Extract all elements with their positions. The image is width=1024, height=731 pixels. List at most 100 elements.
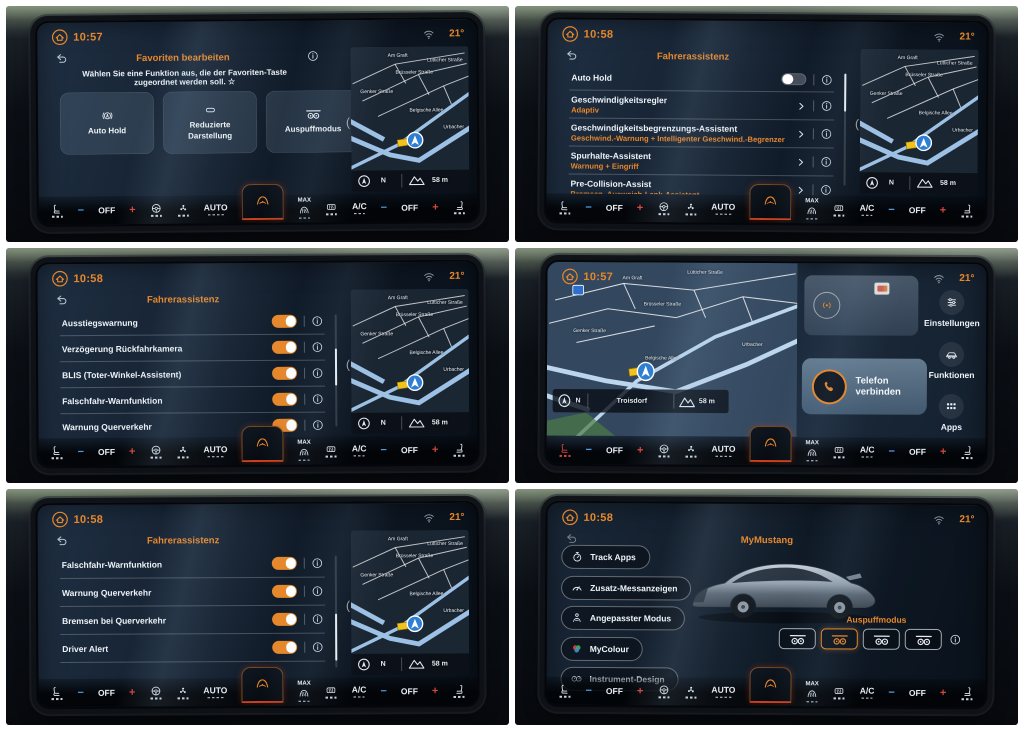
seat-climate-right-button[interactable] [452, 442, 465, 457]
scrollbar[interactable] [334, 314, 338, 426]
seat-climate-right-button[interactable] [960, 444, 973, 459]
rear-defrost-button[interactable] [325, 685, 338, 699]
back-icon[interactable] [564, 49, 578, 61]
list-item-camera-delay[interactable]: Verzögerung Rückfahrkamera [59, 334, 325, 362]
list-item-cross-traffic-brake[interactable]: Bremsen bei Querverkehr [60, 605, 326, 636]
temp-down-button[interactable]: − [77, 686, 84, 699]
temp-up-button[interactable]: + [431, 685, 439, 698]
front-defrost-quick-button[interactable] [241, 425, 284, 462]
mini-map[interactable]: Am Graft Lütticher Straße Brüsseler Stra… [351, 530, 470, 675]
temp-up-button[interactable]: + [432, 201, 439, 214]
temp-down-button[interactable]: − [380, 443, 387, 456]
exhaust-mode-quiet-button[interactable] [778, 628, 816, 650]
info-icon[interactable] [821, 74, 832, 85]
map-drawer-handle[interactable]: ( [345, 356, 351, 371]
track-apps-button[interactable]: Track Apps [561, 545, 650, 570]
info-icon[interactable] [821, 128, 832, 139]
heated-steering-button[interactable] [150, 202, 163, 217]
exhaust-mode-sport-button[interactable] [862, 628, 900, 651]
ac-button[interactable]: A/C [352, 685, 367, 698]
info-icon[interactable] [312, 315, 323, 326]
list-item-cross-traffic[interactable]: Warnung Querverkehr [60, 412, 326, 438]
toggle-on[interactable] [272, 613, 298, 627]
mini-map[interactable]: Am Graft Lütticher Straße Brüsseler Stra… [351, 288, 470, 433]
seat-climate-right-button[interactable] [960, 686, 973, 701]
temp-up-button[interactable]: + [636, 685, 644, 698]
scrollbar[interactable] [334, 555, 338, 668]
temp-up-button[interactable]: + [128, 686, 136, 699]
info-icon[interactable] [820, 184, 831, 195]
ac-button[interactable]: A/C [860, 203, 874, 216]
seat-climate-right-button[interactable] [453, 200, 466, 214]
info-icon[interactable] [312, 586, 323, 597]
fan-button[interactable] [177, 202, 190, 217]
front-defrost-quick-button[interactable] [749, 183, 792, 220]
temp-down-button[interactable]: − [380, 201, 388, 214]
info-icon[interactable] [312, 558, 323, 569]
list-item-exit-warning[interactable]: Ausstiegswarnung [59, 308, 325, 336]
auto-climate-button[interactable]: AUTO [711, 444, 735, 457]
home-icon[interactable] [561, 268, 578, 285]
list-item-speed-limiter[interactable]: Geschwindigkeitsbegrenzungs-Assistent Ges… [568, 118, 835, 149]
back-icon[interactable] [55, 535, 69, 547]
exhaust-mode-normal-button-selected[interactable] [820, 628, 858, 650]
info-icon[interactable] [312, 393, 323, 404]
mini-map[interactable]: Am Graft Lütticher Straße Brüsseler Stra… [350, 46, 469, 192]
list-item-cruise-control[interactable]: Geschwindigkeitsregler Adaptiv [569, 90, 835, 121]
toggle-on[interactable] [271, 585, 297, 599]
list-item-wrong-way[interactable]: Falschfahr-Warnfunktion [59, 549, 325, 580]
heated-steering-button[interactable] [657, 201, 670, 215]
temp-down-button[interactable]: − [585, 201, 592, 214]
list-item-cross-traffic[interactable]: Warnung Querverkehr [59, 577, 326, 608]
ac-button[interactable]: A/C [352, 201, 367, 215]
seat-climate-right-button[interactable] [452, 684, 465, 698]
max-defrost-button[interactable]: MAX [805, 198, 819, 220]
list-item-wrong-way[interactable]: Falschfahr-Warnfunktion [60, 386, 326, 414]
menu-item-functions[interactable]: Funktionen [929, 341, 975, 380]
info-icon[interactable] [312, 419, 323, 430]
rear-defrost-button[interactable] [325, 201, 338, 216]
auto-climate-button[interactable]: AUTO [204, 202, 228, 216]
fan-button[interactable] [176, 685, 189, 700]
heated-steering-button[interactable] [149, 444, 162, 458]
temp-up-button[interactable]: + [637, 443, 644, 456]
extra-gauges-button[interactable]: Zusatz-Messanzeigen [561, 575, 692, 601]
map-drawer-handle[interactable]: ( [345, 598, 351, 613]
back-icon[interactable] [564, 533, 578, 545]
fan-button[interactable] [684, 685, 697, 699]
info-icon[interactable] [821, 156, 832, 167]
ac-button[interactable]: A/C [352, 443, 367, 457]
auto-climate-button[interactable]: AUTO [203, 444, 227, 458]
temp-up-button[interactable]: + [939, 445, 947, 458]
map-drawer-handle[interactable]: ( [854, 116, 860, 131]
temp-up-button[interactable]: + [939, 687, 947, 700]
ac-button[interactable]: A/C [860, 686, 874, 700]
temp-up-button[interactable]: + [129, 203, 136, 216]
seat-climate-left-button[interactable] [51, 203, 64, 218]
toggle-off[interactable] [781, 72, 807, 86]
toggle-on[interactable] [272, 366, 298, 380]
fan-button[interactable] [684, 201, 697, 216]
auto-climate-button[interactable]: AUTO [711, 685, 735, 699]
favorite-option-reduced-display[interactable]: Reduzierte Darstellung [162, 91, 258, 154]
front-defrost-quick-button[interactable] [749, 666, 792, 704]
auto-climate-button[interactable]: AUTO [711, 202, 735, 215]
list-item-blis[interactable]: BLIS (Toter-Winkel-Assistent) [59, 360, 326, 388]
toggle-on[interactable] [271, 314, 297, 328]
seat-climate-left-button[interactable] [50, 445, 63, 459]
fan-button[interactable] [176, 444, 189, 458]
mini-map[interactable]: Am Graft Lütticher Straße Brüsseler Stra… [859, 49, 978, 195]
front-defrost-quick-button[interactable] [241, 666, 284, 704]
max-defrost-button[interactable]: MAX [297, 439, 311, 461]
auto-climate-button[interactable]: AUTO [203, 686, 227, 699]
custom-mode-button[interactable]: Angepasster Modus [560, 606, 686, 631]
temp-down-button[interactable]: − [77, 204, 85, 217]
temp-up-button[interactable]: + [431, 443, 439, 456]
temp-down-button[interactable]: − [585, 684, 592, 697]
toggle-on[interactable] [272, 392, 298, 406]
scrollbar[interactable] [843, 73, 847, 186]
seat-climate-left-button[interactable] [50, 686, 63, 701]
seat-heat-left-button-active[interactable] [559, 442, 572, 457]
mycolour-button[interactable]: MyColour [560, 636, 644, 662]
heated-steering-button[interactable] [657, 443, 670, 457]
